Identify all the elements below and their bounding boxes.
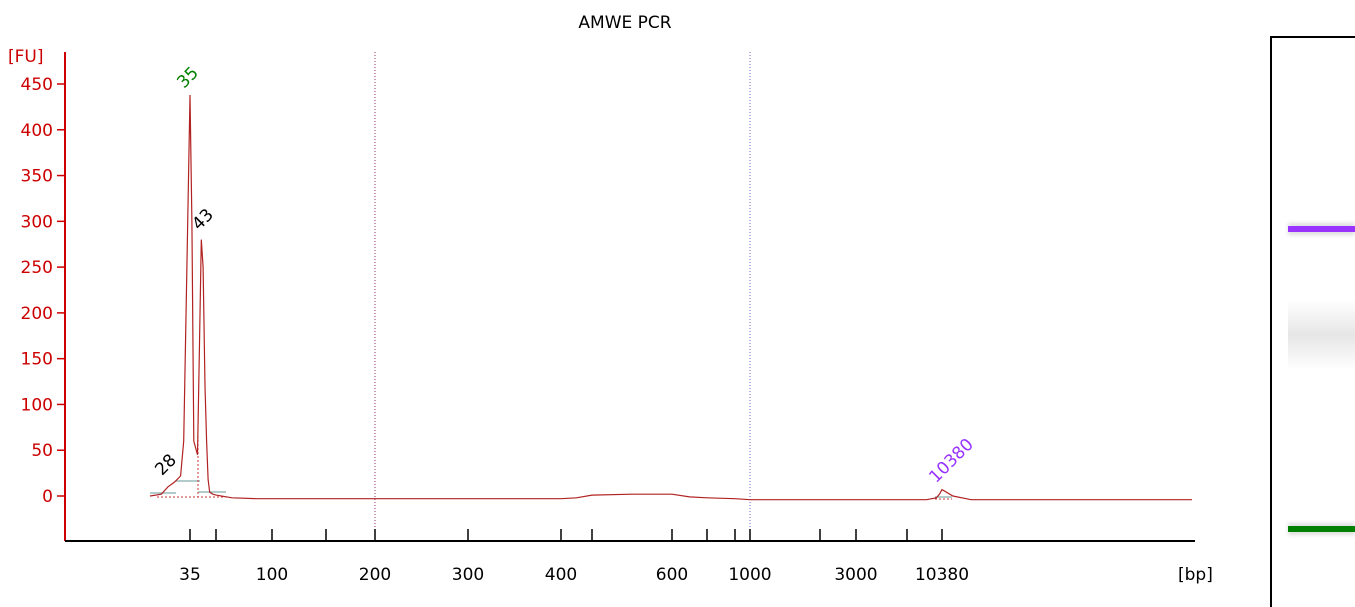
x-tick-label: 35 <box>179 565 201 585</box>
peak-label-35: 35 <box>173 63 202 92</box>
gel-band-lower-marker <box>1288 526 1355 533</box>
x-tick-label: 300 <box>452 565 484 585</box>
y-tick-label: 200 <box>21 304 53 324</box>
y-axis-label: [FU] <box>8 47 44 67</box>
peak-label-10380: 10380 <box>925 435 977 487</box>
peak-label-28: 28 <box>151 450 180 479</box>
y-tick-label: 50 <box>31 441 53 461</box>
x-tick-label: 200 <box>359 565 391 585</box>
y-tick-label: 300 <box>21 212 53 232</box>
gel-band-upper-marker <box>1288 226 1355 233</box>
y-tick-label: 250 <box>21 258 53 278</box>
y-tick-label: 400 <box>21 121 53 141</box>
y-tick-label: 100 <box>21 395 53 415</box>
x-tick-label: 1000 <box>728 565 771 585</box>
x-tick-label: 600 <box>656 565 688 585</box>
y-tick-label: 150 <box>21 350 53 370</box>
y-tick-label: 450 <box>21 75 53 95</box>
x-tick-label: 100 <box>256 565 288 585</box>
x-axis-label: [bp] <box>1178 565 1213 585</box>
chart-title: AMWE PCR <box>578 13 671 33</box>
x-tick-label: 400 <box>545 565 577 585</box>
electropherogram-chart: AMWE PCR 0 50 100 150 200 250 300 350 400 450 35 1… <box>8 13 1213 585</box>
gel-lane <box>1270 36 1355 607</box>
peak-label-43: 43 <box>188 205 217 234</box>
peak-baselines <box>150 420 952 500</box>
x-tick-label: 10380 <box>915 565 969 585</box>
x-tick-label: 3000 <box>834 565 877 585</box>
y-axis: 0 50 100 150 200 250 300 350 400 450 <box>21 52 66 541</box>
peak-labels: 28 35 43 10380 <box>151 63 977 487</box>
y-tick-label: 0 <box>42 487 53 507</box>
x-axis: 35 100 200 300 400 600 1000 3000 10380 <box>65 529 1195 585</box>
gridlines <box>374 52 751 541</box>
y-tick-label: 350 <box>21 167 53 187</box>
gel-band-sample <box>1288 299 1355 370</box>
series-trace <box>149 94 1192 501</box>
